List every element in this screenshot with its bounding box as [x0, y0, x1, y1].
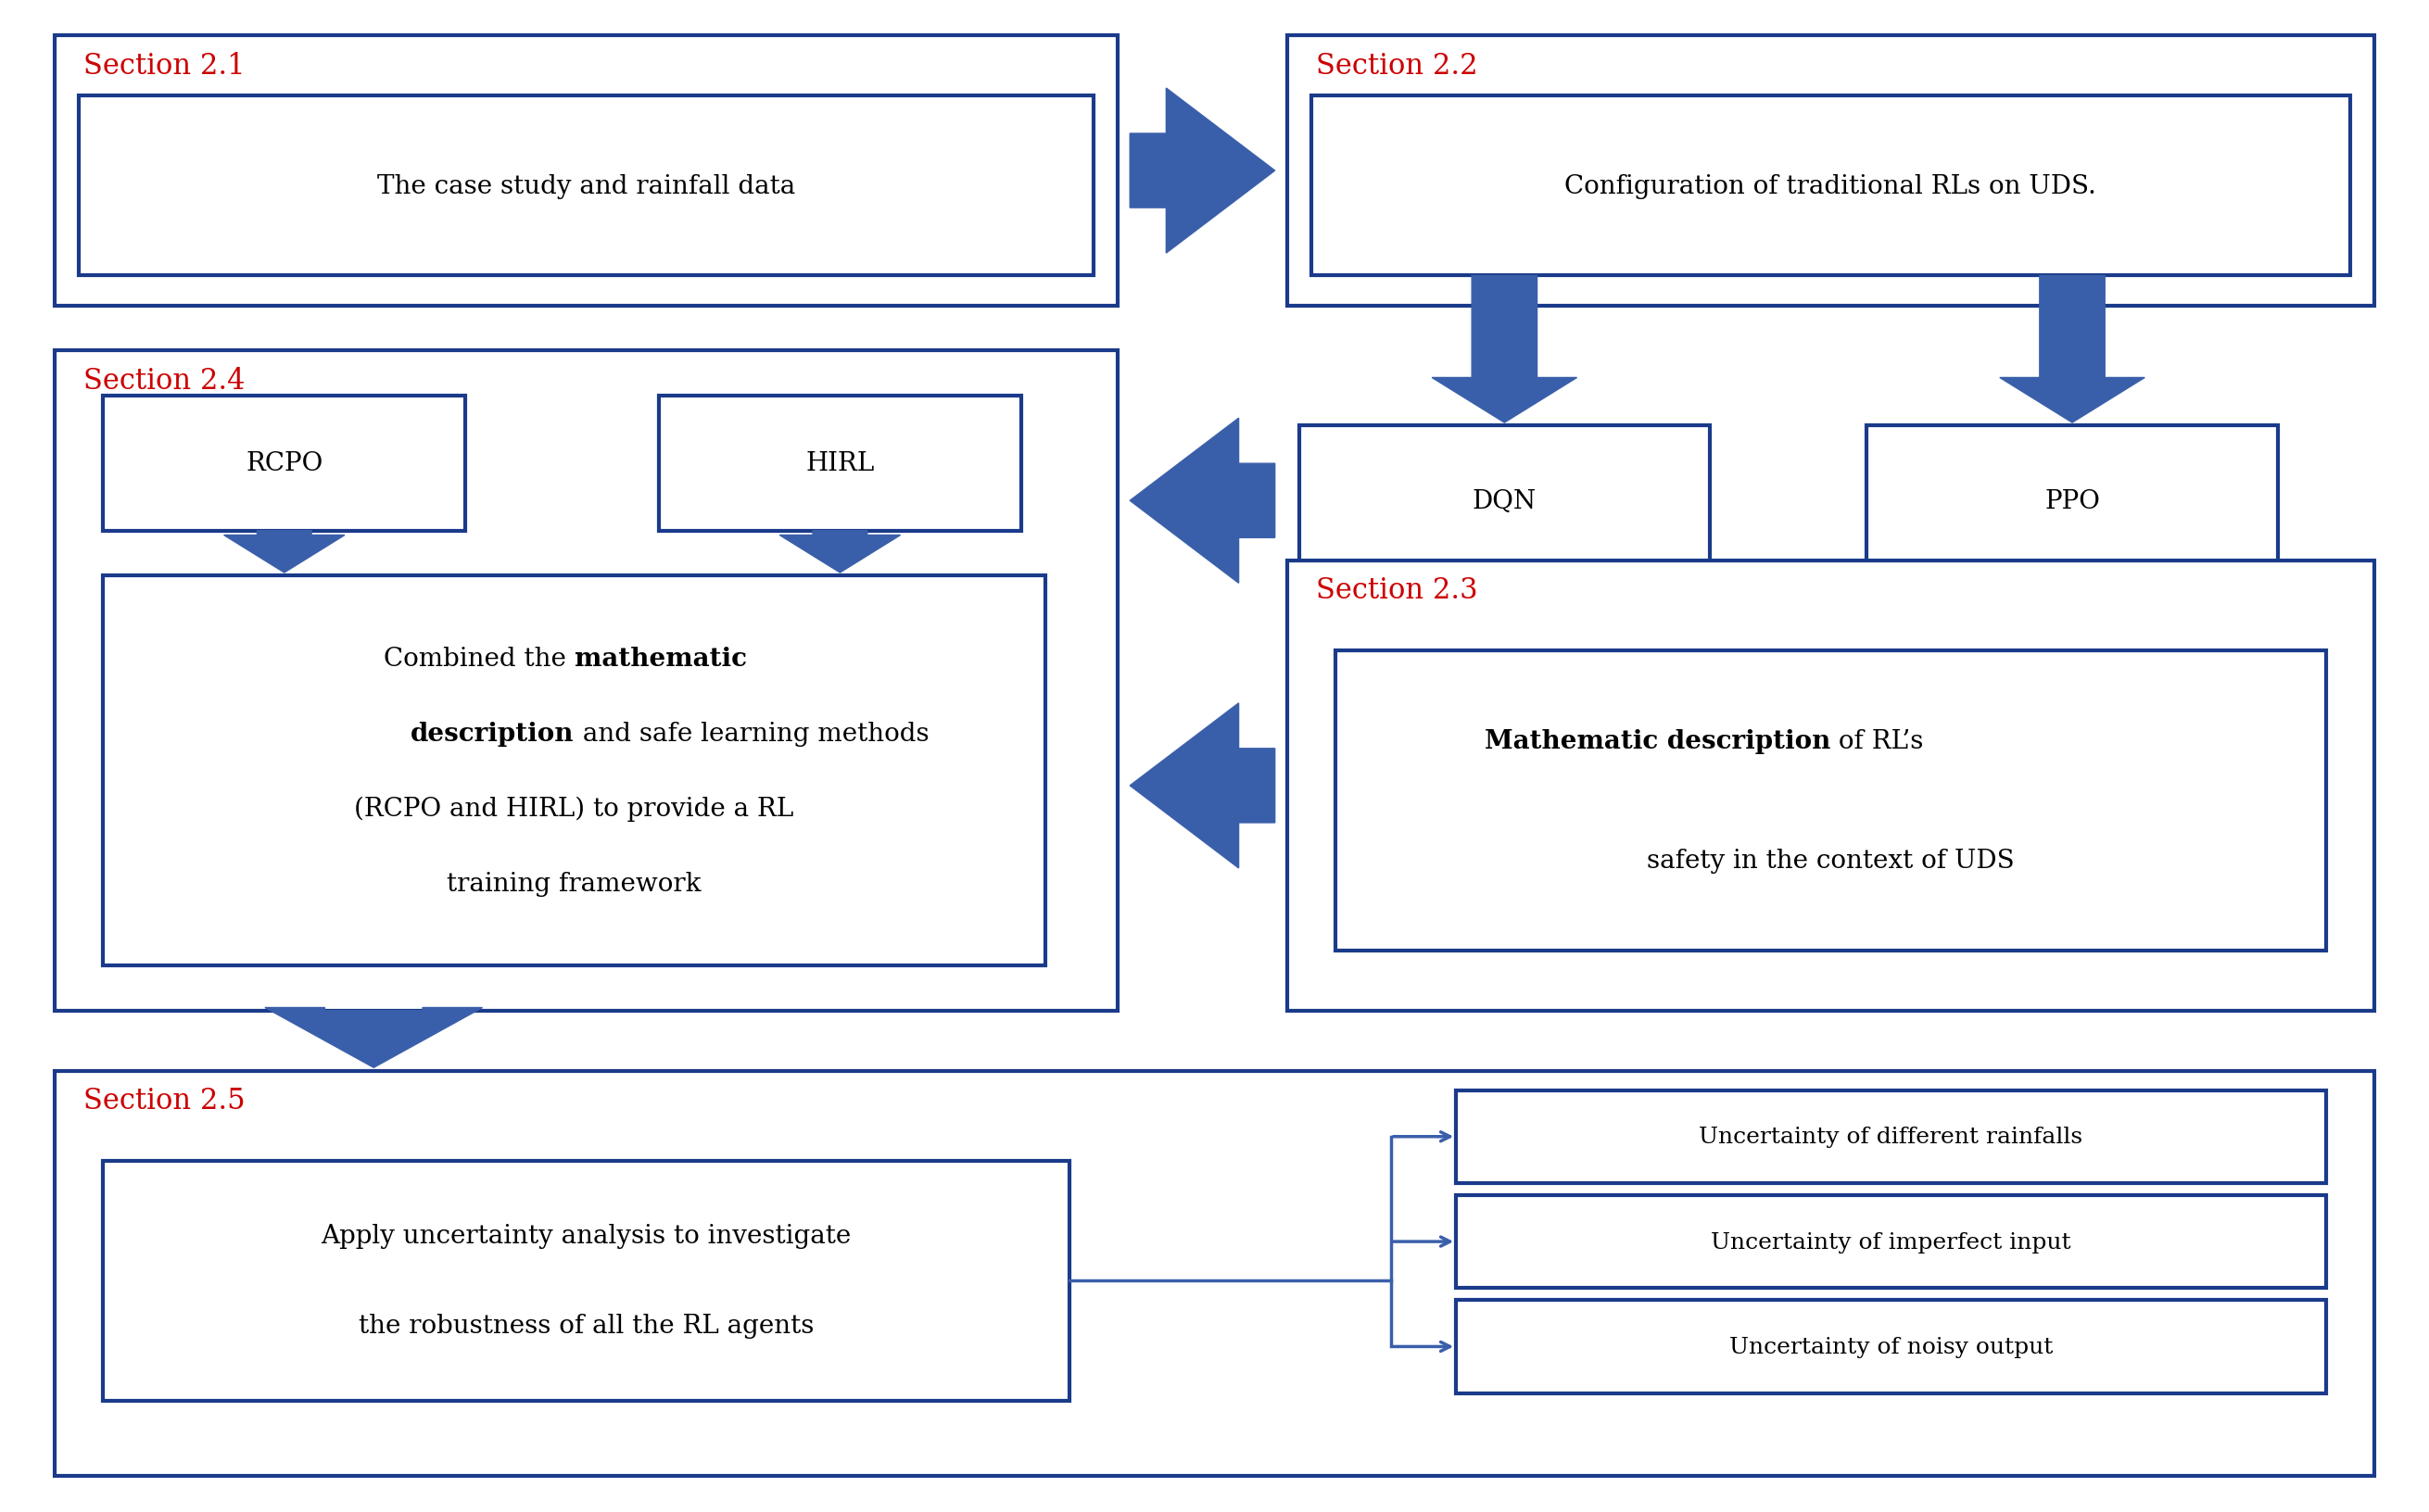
Text: training framework: training framework	[447, 871, 702, 897]
Polygon shape	[1129, 419, 1275, 584]
FancyBboxPatch shape	[1312, 97, 2351, 277]
Polygon shape	[1129, 703, 1275, 868]
Text: (RCPO and HIRL) to provide a RL: (RCPO and HIRL) to provide a RL	[355, 795, 794, 821]
Text: DQN: DQN	[1472, 488, 1538, 514]
Text: Combined the: Combined the	[384, 646, 573, 671]
Text: PPO: PPO	[2045, 488, 2101, 514]
Text: The case study and rainfall data: The case study and rainfall data	[376, 174, 794, 198]
Text: mathematic: mathematic	[573, 646, 746, 671]
Text: safety in the context of UDS: safety in the context of UDS	[1647, 848, 2014, 874]
FancyBboxPatch shape	[102, 1161, 1069, 1400]
FancyBboxPatch shape	[1287, 561, 2373, 1012]
Text: the robustness of all the RL agents: the robustness of all the RL agents	[359, 1314, 814, 1338]
FancyBboxPatch shape	[1287, 36, 2373, 307]
Text: Uncertainty of noisy output: Uncertainty of noisy output	[1729, 1337, 2053, 1358]
FancyBboxPatch shape	[56, 351, 1117, 1012]
FancyBboxPatch shape	[56, 1070, 2373, 1476]
Text: HIRL: HIRL	[806, 451, 874, 476]
Polygon shape	[780, 531, 901, 573]
Text: Section 2.4: Section 2.4	[83, 366, 245, 395]
FancyBboxPatch shape	[1300, 426, 1710, 576]
FancyBboxPatch shape	[1455, 1090, 2327, 1184]
Text: Section 2.3: Section 2.3	[1317, 576, 1477, 605]
Text: of RL’s: of RL’s	[1831, 729, 1924, 753]
Text: Section 2.2: Section 2.2	[1317, 51, 1477, 80]
Polygon shape	[1999, 277, 2145, 423]
FancyBboxPatch shape	[1455, 1300, 2327, 1393]
Text: Mathematic description: Mathematic description	[1484, 729, 1831, 753]
FancyBboxPatch shape	[658, 396, 1020, 531]
Text: and safe learning methods: and safe learning methods	[573, 721, 928, 745]
Text: RCPO: RCPO	[245, 451, 323, 476]
Polygon shape	[265, 1009, 483, 1067]
FancyBboxPatch shape	[102, 576, 1044, 966]
FancyBboxPatch shape	[1868, 426, 2278, 576]
Text: Uncertainty of different rainfalls: Uncertainty of different rainfalls	[1700, 1126, 2084, 1148]
FancyBboxPatch shape	[78, 97, 1093, 277]
Polygon shape	[223, 531, 345, 573]
FancyBboxPatch shape	[1455, 1196, 2327, 1288]
Text: Section 2.5: Section 2.5	[83, 1086, 245, 1114]
Text: description: description	[411, 721, 573, 745]
Polygon shape	[1129, 89, 1275, 254]
Text: Uncertainty of imperfect input: Uncertainty of imperfect input	[1710, 1231, 2072, 1252]
Polygon shape	[1433, 277, 1576, 423]
FancyBboxPatch shape	[102, 396, 466, 531]
Text: Configuration of traditional RLs on UDS.: Configuration of traditional RLs on UDS.	[1564, 174, 2096, 198]
Text: Section 2.1: Section 2.1	[83, 51, 245, 80]
Text: Apply uncertainty analysis to investigate: Apply uncertainty analysis to investigat…	[321, 1223, 853, 1249]
FancyBboxPatch shape	[1336, 652, 2327, 951]
FancyBboxPatch shape	[56, 36, 1117, 307]
